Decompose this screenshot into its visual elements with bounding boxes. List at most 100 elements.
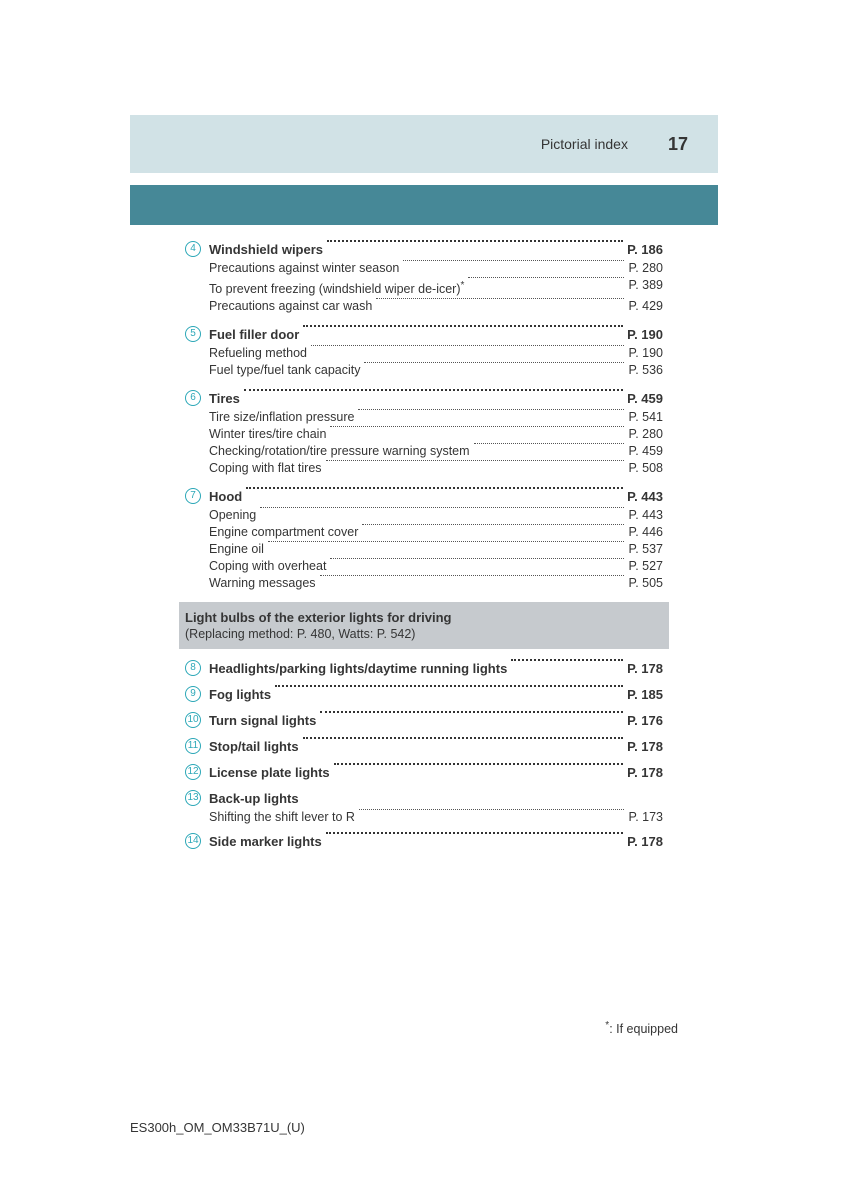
leader-dots [359,809,625,810]
index-section: 10Turn signal lightsP. 176 [185,711,663,731]
index-title: Fuel filler door [209,325,299,345]
index-main-line: 5Fuel filler doorP. 190 [185,325,663,345]
index-main-line: 7 Hood P. 443 [185,487,663,507]
index-sub-line: Coping with flat tiresP. 508 [185,460,663,477]
leader-dots [358,409,624,410]
index-sub-line: To prevent freezing (windshield wiper de… [185,277,663,298]
index-section: 14 Side marker lights P. 178 [185,832,663,852]
index-sub-line: Tire size/inflation pressure P. 541 [185,409,663,426]
leader-dots [474,443,625,444]
index-title: Hood [209,487,242,507]
index-title: Headlights/parking lights/daytime runnin… [209,659,507,679]
page-reference: P. 280 [628,426,663,443]
leader-dots [362,524,624,525]
footnote-text: : If equipped [609,1022,678,1036]
asterisk-icon: * [461,280,465,291]
leader-dots [376,298,624,299]
leader-dots [320,711,623,713]
leader-dots [330,426,624,427]
index-section: 6 Tires P. 459 Tire size/inflation pressure… [185,389,663,477]
leader-dots [303,737,624,739]
sub-title: Shifting the shift lever to R [209,809,355,826]
sub-title: Opening [209,507,256,524]
light-bulbs-box: Light bulbs of the exterior lights for d… [179,602,669,649]
index-section: 4Windshield wipersP. 186Precautions agai… [185,240,663,315]
page-reference: P. 537 [628,541,663,558]
leader-dots [334,763,623,765]
index-main-line: 10Turn signal lightsP. 176 [185,711,663,731]
gray-box-sub: (Replacing method: P. 480, Watts: P. 542… [185,627,663,641]
page-reference: P. 443 [628,507,663,524]
sub-title: Warning messages [209,575,316,592]
leader-dots [326,460,625,461]
circle-number-icon: 6 [185,390,201,406]
page-reference: P. 536 [628,362,663,379]
sub-title: Precautions against car wash [209,298,372,315]
document-code: ES300h_OM_OM33B71U_(U) [130,1120,305,1135]
circle-number-icon: 14 [185,833,201,849]
sub-title: Engine compartment cover [209,524,358,541]
index-title: Back-up lights [209,789,299,809]
index-title: Stop/tail lights [209,737,299,757]
page-reference: P. 459 [628,443,663,460]
sub-title: Tire size/inflation pressure [209,409,354,426]
leader-dots [364,362,624,363]
sub-title: Refueling method [209,345,307,362]
index-title: Windshield wipers [209,240,323,260]
sub-title: Precautions against winter season [209,260,399,277]
index-main-line: 9Fog lightsP. 185 [185,685,663,705]
leader-dots [311,345,624,346]
index-sub-line: Winter tires/tire chainP. 280 [185,426,663,443]
index-sub-line: Opening P. 443 [185,507,663,524]
leader-dots [275,685,623,687]
leader-dots [468,277,624,278]
page-reference: P. 505 [628,575,663,592]
index-section: 13Back-up lightsShifting the shift lever… [185,789,663,826]
leader-dots [260,507,624,508]
page-reference: P. 173 [628,809,663,826]
circle-number-icon: 11 [185,738,201,754]
index-title: Tires [209,389,240,409]
index-sub-line: Fuel type/fuel tank capacity P. 536 [185,362,663,379]
index-title: License plate lights [209,763,330,783]
sub-title: Checking/rotation/tire pressure warning … [209,443,470,460]
leader-dots [303,325,623,327]
page-reference: P. 178 [627,737,663,757]
index-main-line: 6TiresP. 459 [185,389,663,409]
teal-bar [130,185,718,225]
page-reference: P. 541 [628,409,663,426]
leader-dots [320,575,625,576]
leader-dots [326,832,623,834]
leader-dots [268,541,625,542]
index-section: 12License plate lightsP. 178 [185,763,663,783]
page-reference: P. 185 [627,685,663,705]
index-section: 7 Hood P. 443 Opening P. 443 Engine compartme… [185,487,663,592]
header-title: Pictorial index [541,136,628,152]
header-bar: Pictorial index 17 [130,115,718,173]
index-sub-line: Precautions against car washP. 429 [185,298,663,315]
index-main-line: 14 Side marker lights P. 178 [185,832,663,852]
page-reference: P. 389 [628,277,663,294]
index-sub-line: Engine oilP. 537 [185,541,663,558]
page-reference: P. 443 [627,487,663,507]
index-section: 11 Stop/tail lights P. 178 [185,737,663,757]
index-sub-line: Precautions against winter seasonP. 280 [185,260,663,277]
sub-title: Fuel type/fuel tank capacity [209,362,360,379]
circle-number-icon: 4 [185,241,201,257]
index-main-line: 8Headlights/parking lights/daytime runni… [185,659,663,679]
leader-dots [327,240,623,242]
content-area: 4Windshield wipersP. 186Precautions agai… [185,240,663,858]
index-section: 9Fog lightsP. 185 [185,685,663,705]
index-section: 8Headlights/parking lights/daytime runni… [185,659,663,679]
page-reference: P. 190 [628,345,663,362]
page-reference: P. 446 [628,524,663,541]
index-section: 5Fuel filler doorP. 190Refueling method P… [185,325,663,379]
index-title: Side marker lights [209,832,322,852]
index-main-line: 13Back-up lights [185,789,663,809]
leader-dots [511,659,623,661]
leader-dots [403,260,624,261]
circle-number-icon: 7 [185,488,201,504]
page-reference: P. 178 [627,763,663,783]
circle-number-icon: 10 [185,712,201,728]
page-reference: P. 178 [627,832,663,852]
